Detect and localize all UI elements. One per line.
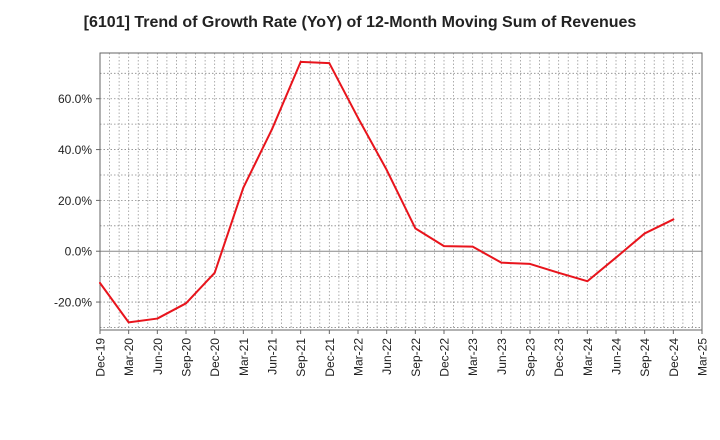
- x-tick-label: Mar-25: [696, 338, 710, 376]
- x-tick-label: Jun-23: [495, 338, 509, 375]
- x-tick-label: Mar-22: [352, 338, 366, 376]
- x-tick-label: Dec-24: [667, 338, 681, 377]
- data-point: [127, 321, 130, 324]
- plot-frame: [99, 52, 703, 331]
- series-layer: [99, 60, 675, 324]
- x-tick-label: Mar-20: [122, 338, 136, 376]
- data-point: [414, 227, 417, 230]
- data-point: [586, 280, 589, 283]
- chart-title: [6101] Trend of Growth Rate (YoY) of 12-…: [83, 14, 637, 31]
- data-point: [672, 218, 675, 221]
- data-point: [185, 302, 187, 305]
- data-point: [328, 62, 331, 65]
- x-tick-label: Sep-22: [409, 338, 423, 377]
- y-tick-label: 20.0%: [58, 194, 92, 208]
- data-point: [99, 282, 101, 284]
- x-tick-label: Dec-21: [323, 338, 337, 377]
- y-tick-label: 0.0%: [65, 245, 93, 259]
- data-point: [213, 271, 216, 274]
- data-point: [242, 186, 245, 189]
- data-point: [471, 245, 474, 248]
- data-point: [357, 116, 359, 119]
- x-tick-label: Dec-22: [438, 338, 452, 377]
- axis-layer: [96, 52, 703, 334]
- y-tick-label: -20.0%: [54, 296, 92, 310]
- data-point: [299, 60, 302, 63]
- x-tick-label: Mar-24: [581, 338, 595, 376]
- x-tick-label: Dec-20: [208, 338, 222, 377]
- x-tick-label: Sep-23: [524, 338, 538, 377]
- data-point: [557, 271, 560, 274]
- data-point: [615, 256, 617, 259]
- x-tick-label: Dec-23: [552, 338, 566, 377]
- grid-layer: [100, 53, 702, 330]
- data-point: [156, 317, 159, 320]
- data-point: [529, 263, 531, 265]
- x-tick-label: Jun-20: [151, 338, 165, 375]
- x-tick-label: Mar-21: [237, 338, 251, 376]
- data-point: [271, 128, 273, 131]
- y-tick-label: 40.0%: [58, 143, 92, 157]
- label-layer: -20.0% 0.0% 20.0% 40.0% 60.0% Dec-19 Mar-20 Jun…: [54, 92, 710, 376]
- x-tick-label: Sep-24: [638, 338, 652, 377]
- data-point: [385, 168, 388, 171]
- data-point: [500, 261, 503, 264]
- x-tick-label: Sep-20: [180, 338, 194, 377]
- series-line: [99, 60, 675, 324]
- x-tick-label: Mar-23: [466, 338, 480, 376]
- data-point: [443, 245, 445, 248]
- x-tick-label: Jun-21: [266, 338, 280, 375]
- x-tick-label: Sep-21: [294, 338, 308, 377]
- x-tick-label: Jun-22: [380, 338, 394, 375]
- y-tick-label: 60.0%: [58, 92, 92, 106]
- x-tick-label: Dec-19: [94, 338, 108, 377]
- data-point: [643, 232, 646, 235]
- x-tick-label: Jun-24: [610, 338, 624, 375]
